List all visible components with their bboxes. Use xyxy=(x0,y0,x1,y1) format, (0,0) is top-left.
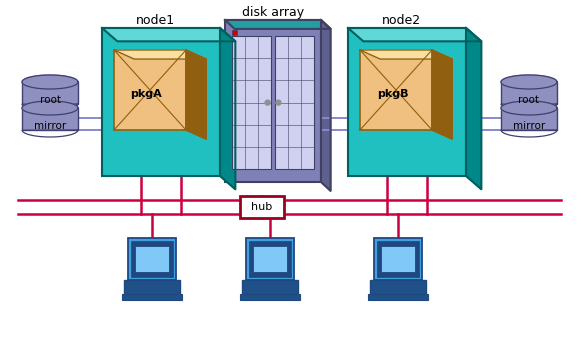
Bar xyxy=(370,280,426,294)
Bar xyxy=(381,246,415,272)
Bar xyxy=(131,241,173,277)
Polygon shape xyxy=(22,75,78,89)
Bar xyxy=(252,246,287,272)
Bar xyxy=(348,28,466,176)
Bar xyxy=(114,50,186,130)
Bar xyxy=(377,241,419,277)
Bar xyxy=(368,294,428,300)
Bar xyxy=(122,294,182,300)
Bar xyxy=(232,36,270,169)
Circle shape xyxy=(169,273,173,277)
Circle shape xyxy=(265,100,270,105)
Circle shape xyxy=(287,273,291,277)
Text: pkgA: pkgA xyxy=(130,89,162,99)
Bar xyxy=(102,28,220,176)
Polygon shape xyxy=(186,50,206,139)
Polygon shape xyxy=(348,28,481,41)
Text: hub: hub xyxy=(251,202,273,212)
Polygon shape xyxy=(501,75,557,89)
Bar xyxy=(22,82,78,104)
Bar xyxy=(360,50,432,130)
Text: mirror: mirror xyxy=(513,121,545,131)
Circle shape xyxy=(415,273,419,277)
Polygon shape xyxy=(220,28,235,189)
Polygon shape xyxy=(114,50,206,59)
Text: pkgB: pkgB xyxy=(377,89,408,99)
Text: mirror: mirror xyxy=(34,121,66,131)
Polygon shape xyxy=(22,101,78,115)
Bar xyxy=(242,280,298,294)
Text: root: root xyxy=(519,95,540,105)
Polygon shape xyxy=(225,20,331,29)
Bar xyxy=(501,108,557,130)
Bar xyxy=(225,20,321,182)
Circle shape xyxy=(276,100,281,105)
Bar xyxy=(128,238,176,280)
Bar xyxy=(374,238,422,280)
Polygon shape xyxy=(432,50,452,139)
Bar xyxy=(246,238,294,280)
Bar xyxy=(124,280,180,294)
Polygon shape xyxy=(321,20,331,191)
Polygon shape xyxy=(360,50,452,59)
Bar xyxy=(240,294,300,300)
Polygon shape xyxy=(102,28,235,41)
Text: disk array: disk array xyxy=(242,6,304,19)
Bar xyxy=(240,196,284,218)
Bar xyxy=(232,30,237,35)
Text: node2: node2 xyxy=(382,13,421,26)
Bar xyxy=(22,108,78,130)
Bar xyxy=(501,82,557,104)
Polygon shape xyxy=(466,28,481,189)
Bar xyxy=(276,36,314,169)
Text: node1: node1 xyxy=(135,13,175,26)
Bar xyxy=(135,246,169,272)
Bar xyxy=(249,241,291,277)
Polygon shape xyxy=(501,101,557,115)
Text: root: root xyxy=(39,95,60,105)
